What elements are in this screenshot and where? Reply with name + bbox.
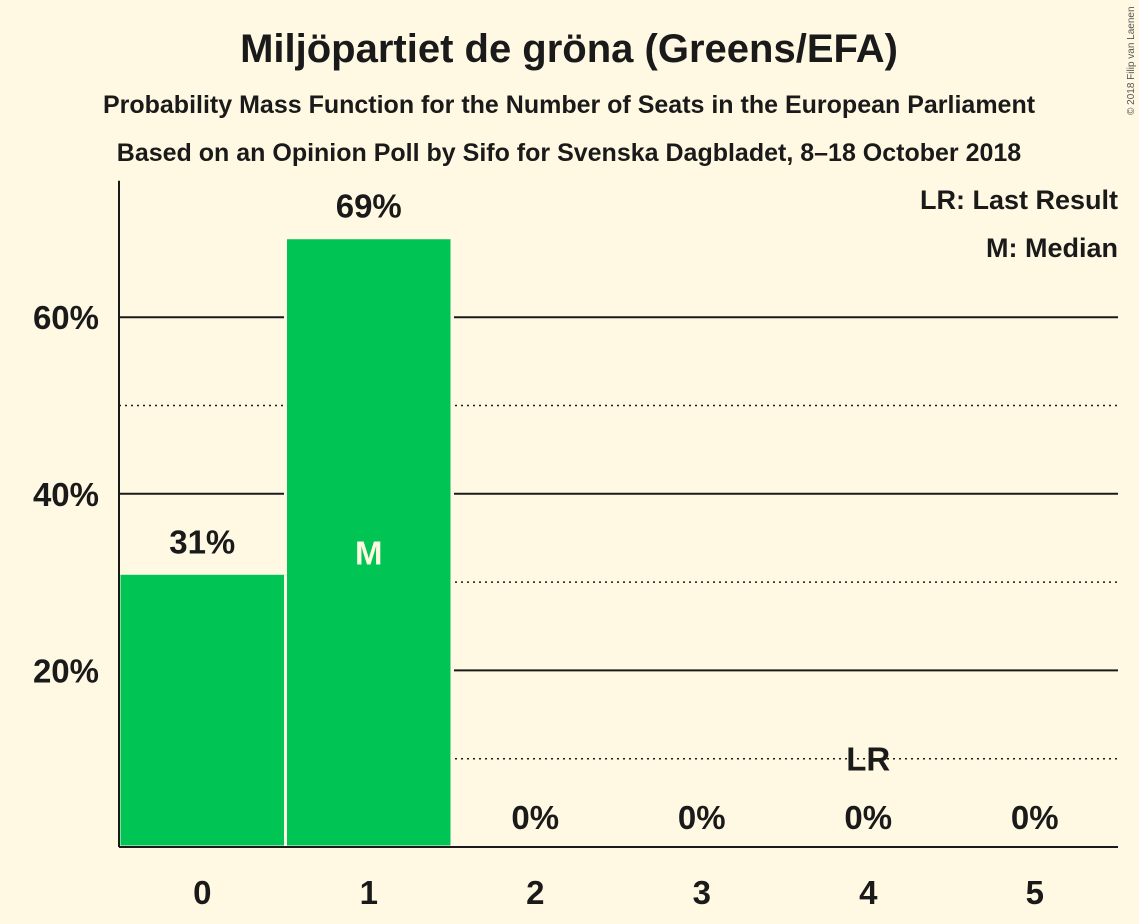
data-label: 0%: [678, 799, 726, 836]
x-tick-label: 4: [859, 874, 878, 911]
y-tick-label: 40%: [33, 476, 99, 513]
x-tick-label: 0: [193, 874, 211, 911]
last-result-marker: LR: [846, 741, 890, 778]
y-tick-label: 60%: [33, 299, 99, 336]
copyright-text: © 2018 Filip van Laenen: [1126, 6, 1137, 115]
chart-title: Miljöpartiet de gröna (Greens/EFA): [240, 27, 898, 71]
data-label: 0%: [844, 799, 892, 836]
median-marker: M: [355, 534, 383, 571]
bar-gap: [451, 237, 454, 848]
bars: [117, 236, 454, 849]
data-label: 0%: [1011, 799, 1059, 836]
axes: [118, 180, 1118, 848]
x-tick-label: 3: [693, 874, 711, 911]
x-tick-label: 1: [360, 874, 378, 911]
x-tick-label: 2: [526, 874, 544, 911]
legend-median: M: Median: [986, 233, 1118, 263]
chart-subtitle-1: Probability Mass Function for the Number…: [103, 91, 1036, 119]
y-tick-label: 20%: [33, 652, 99, 689]
legend-last-result: LR: Last Result: [920, 185, 1118, 215]
x-tick-label: 5: [1026, 874, 1044, 911]
bar: [117, 571, 287, 849]
data-label: 31%: [169, 523, 235, 560]
data-label: 0%: [511, 799, 559, 836]
bar: [284, 236, 454, 849]
data-label: 69%: [336, 188, 402, 225]
chart-subtitle-2: Based on an Opinion Poll by Sifo for Sve…: [117, 139, 1022, 167]
